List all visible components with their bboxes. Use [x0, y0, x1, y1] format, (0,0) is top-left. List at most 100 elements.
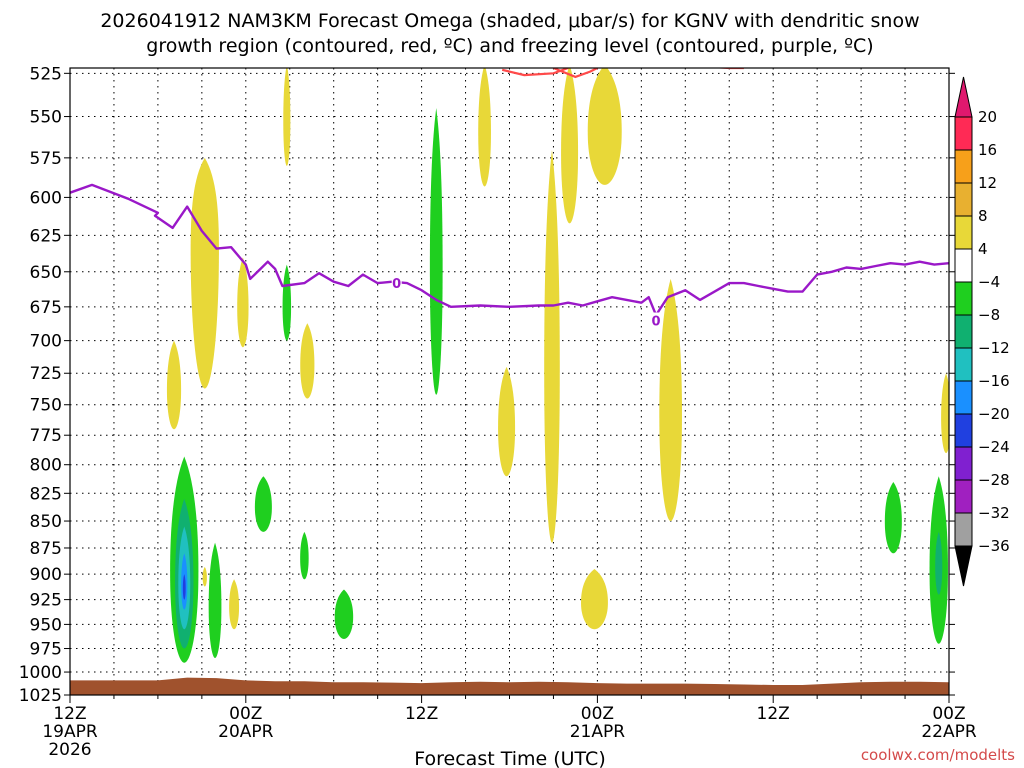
x-tick-label-line: 22APR: [921, 722, 977, 742]
colorbar-tick-label: −8: [978, 306, 1000, 324]
colorbar-tick-label: 12: [978, 174, 997, 192]
x-tick-label-line: 12Z: [405, 704, 438, 724]
y-tick-label: 625: [30, 226, 62, 246]
omega-region: [202, 566, 207, 587]
x-tick-label: 12Z 19APR 2026: [42, 704, 98, 760]
y-axis-ticks: 525 550 575 600 625 650 675 700 725 750 775 800 825 8…: [19, 64, 955, 706]
omega-region: [254, 476, 272, 532]
x-tick-label-line: 00Z: [229, 704, 262, 724]
y-tick-label: 650: [30, 263, 62, 283]
omega-region: [300, 323, 315, 399]
x-tick-label: 00Z 20APR: [218, 704, 274, 742]
y-tick-label: 525: [30, 64, 62, 84]
colorbar-segment: [954, 413, 973, 448]
credit-text: coolwx.com/modelts: [861, 746, 1015, 764]
y-tick-label: 875: [30, 539, 62, 559]
omega-region: [884, 481, 902, 554]
y-tick-label: 800: [30, 456, 62, 476]
omega-region: [282, 264, 292, 341]
chart-title-line-2: growth region (contoured, red, ºC) and f…: [146, 35, 873, 57]
x-tick-label-line: 12Z: [53, 704, 86, 724]
x-tick-label-line: 19APR: [42, 722, 98, 742]
y-tick-label: 975: [30, 640, 62, 660]
colorbar-segment: [954, 314, 973, 349]
omega-region: [237, 257, 249, 348]
omega-region: [283, 68, 291, 166]
x-tick-label-line: 00Z: [581, 704, 614, 724]
colorbar-tick-label: −24: [978, 438, 1010, 456]
colorbar-segment: [954, 281, 973, 316]
x-tick-label: 12Z: [757, 704, 790, 724]
omega-region: [659, 278, 682, 522]
colorbar-segment: [954, 479, 973, 514]
y-tick-label: 1000: [19, 663, 62, 683]
omega-region: [334, 589, 354, 639]
y-tick-label: 675: [30, 298, 62, 318]
colorbar-segment: [954, 512, 973, 547]
terrain-layer: [70, 677, 949, 695]
omega-region: [941, 373, 949, 454]
x-tick-label: 00Z 22APR: [921, 704, 977, 742]
omega-region: [300, 531, 309, 580]
omega-region: [561, 68, 579, 224]
x-tick-label-line: 12Z: [757, 704, 790, 724]
colorbar-tick-label: −36: [978, 537, 1010, 555]
y-tick-label: 550: [30, 108, 62, 128]
colorbar-tick-label: −12: [978, 339, 1010, 357]
colorbar-tick-label: 20: [978, 108, 997, 126]
colorbar-tick-label: −32: [978, 504, 1010, 522]
colorbar-segment: [954, 446, 973, 481]
omega-region: [478, 68, 491, 187]
omega-region: [935, 531, 943, 595]
freezing-level-label-bg: [651, 312, 661, 327]
colorbar-segment: [954, 215, 973, 250]
colorbar-tick-label: 8: [978, 207, 988, 225]
y-tick-label: 950: [30, 615, 62, 635]
omega-region: [587, 68, 622, 185]
freezing-level-label: 0: [392, 277, 401, 292]
y-tick-label: 575: [30, 149, 62, 169]
x-tick-label-line: 2026: [48, 740, 91, 760]
y-tick-label: 850: [30, 512, 62, 532]
dendritic-growth-contour: [553, 68, 598, 79]
colorbar-tick-label: −4: [978, 273, 1000, 291]
y-tick-label: 775: [30, 426, 62, 446]
colorbar-segment: [954, 182, 973, 217]
colorbar-segment: [954, 380, 973, 415]
colorbar-tick-label: 4: [978, 240, 988, 258]
y-tick-label: 900: [30, 565, 62, 585]
y-tick-label: 1025: [19, 686, 62, 706]
y-tick-label: 600: [30, 188, 62, 208]
freezing-level-label: 0: [651, 315, 660, 330]
x-tick-label-line: 00Z: [932, 704, 965, 724]
y-tick-label: 925: [30, 591, 62, 611]
omega-region: [166, 340, 182, 430]
omega-region: [544, 149, 560, 543]
terrain-fill: [70, 677, 949, 695]
y-tick-label: 825: [30, 484, 62, 504]
x-tick-label: 12Z: [405, 704, 438, 724]
colorbar-segment: [954, 116, 973, 151]
y-tick-label: 725: [30, 364, 62, 384]
colorbar-segment: [954, 149, 973, 184]
colorbar-segment: [954, 347, 973, 382]
y-tick-label: 700: [30, 332, 62, 352]
colorbar-top-cap: [954, 76, 973, 118]
omega-region: [498, 366, 516, 477]
freezing-level-label-bg: [391, 275, 402, 290]
omega-region: [208, 542, 222, 659]
omega-region: [429, 108, 443, 395]
x-tick-label-line: 21APR: [570, 722, 626, 742]
colorbar-tick-label: −28: [978, 471, 1010, 489]
contour-layer: 00: [70, 68, 949, 330]
colorbar-tick-label: −20: [978, 405, 1010, 423]
y-tick-label: 750: [30, 396, 62, 416]
colorbar-segment: [954, 248, 973, 283]
chart-title-line-1: 2026041912 NAM3KM Forecast Omega (shaded…: [100, 10, 919, 32]
colorbar-tick-label: −16: [978, 372, 1010, 390]
omega-region: [190, 157, 219, 389]
colorbar-bottom-cap: [954, 545, 973, 587]
